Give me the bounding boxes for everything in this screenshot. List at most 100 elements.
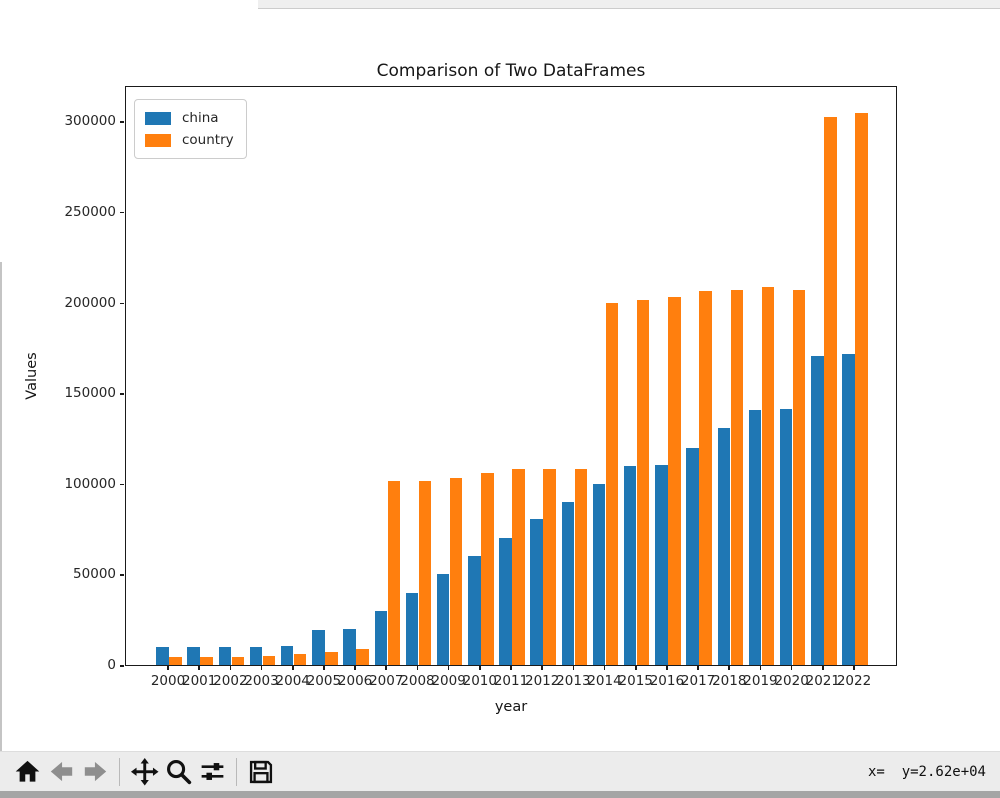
x-tick-mark [728, 666, 731, 670]
bar-country-2022 [855, 113, 868, 665]
y-tick-mark [120, 211, 124, 214]
y-tick-mark [120, 393, 124, 395]
bar-country-2016 [668, 296, 681, 665]
x-tick-mark [759, 666, 762, 670]
bottom-window-edge [0, 791, 1000, 798]
x-tick-label-2008: 2008 [400, 673, 435, 689]
bar-country-2007 [387, 481, 400, 665]
y-tick-label-100000: 100000 [64, 475, 116, 492]
x-tick-mark [822, 666, 824, 670]
x-tick-mark [198, 666, 200, 670]
x-tick-label-2016: 2016 [649, 673, 685, 689]
x-tick-mark [510, 666, 512, 670]
y-tick-mark [120, 483, 124, 486]
home-icon [15, 760, 39, 782]
back-button[interactable] [44, 755, 78, 789]
bar-china-2009 [436, 574, 450, 665]
y-tick-mark [120, 574, 124, 576]
x-tick-label-2020: 2020 [774, 673, 809, 689]
y-tick-mark [120, 665, 124, 667]
bar-country-2003 [262, 655, 276, 665]
bar-country-2000 [169, 657, 182, 665]
bar-country-2020 [792, 290, 806, 665]
navigation-toolbar: x= y=2.62e+04 [0, 751, 1000, 791]
chart-title: Comparison of Two DataFrames [376, 61, 646, 81]
x-tick-label-2001: 2001 [181, 673, 217, 689]
home-button[interactable] [10, 755, 44, 789]
cursor-position-readout: x= y=2.62e+04 [867, 763, 986, 780]
x-tick-label-2022: 2022 [836, 673, 872, 689]
plot-area[interactable]: china country [125, 86, 897, 666]
x-tick-label-2015: 2015 [618, 673, 653, 689]
x-tick-mark [541, 666, 543, 670]
bar-country-2017 [699, 290, 712, 665]
y-tick-label-300000: 300000 [64, 113, 116, 130]
legend: china country [134, 99, 247, 159]
bar-country-2015 [637, 300, 650, 665]
bar-china-2017 [686, 447, 699, 665]
configure-subplots-button[interactable] [195, 755, 229, 789]
bar-china-2022 [842, 353, 855, 665]
x-tick-label-2014: 2014 [587, 673, 622, 689]
save-icon [249, 760, 273, 783]
x-tick-label-2005: 2005 [306, 673, 342, 689]
bar-country-2004 [294, 653, 307, 665]
x-tick-label-2000: 2000 [150, 673, 186, 689]
bar-china-2003 [249, 646, 263, 665]
pan-icon [130, 757, 159, 786]
bar-country-2008 [418, 481, 432, 665]
bar-china-2005 [312, 630, 325, 665]
x-tick-mark [853, 666, 855, 670]
bar-china-2001 [187, 647, 200, 665]
bar-china-2011 [499, 538, 512, 665]
forward-icon [84, 761, 106, 782]
bar-country-2005 [325, 651, 338, 665]
bar-china-2008 [405, 592, 419, 665]
zoom-icon [166, 760, 191, 785]
x-tick-mark [634, 666, 637, 670]
x-tick-mark [572, 666, 575, 670]
x-tick-mark [260, 666, 263, 670]
x-tick-mark [323, 666, 325, 670]
save-button[interactable] [244, 755, 278, 789]
configure-subplots-icon [201, 763, 223, 780]
y-tick-label-50000: 50000 [73, 566, 116, 583]
x-tick-mark [479, 666, 481, 670]
bar-china-2007 [374, 610, 387, 665]
x-tick-label-2003: 2003 [244, 673, 279, 689]
bar-china-2014 [592, 483, 606, 665]
bar-china-2016 [655, 464, 668, 665]
y-tick-mark [120, 302, 124, 305]
legend-swatch-country [145, 133, 171, 147]
x-tick-label-2013: 2013 [556, 673, 591, 689]
forward-button[interactable] [78, 755, 112, 789]
x-tick-label-2018: 2018 [712, 673, 747, 689]
bar-china-2000 [156, 647, 169, 665]
x-tick-label-2010: 2010 [462, 673, 497, 689]
y-tick-label-200000: 200000 [64, 294, 116, 311]
bar-country-2014 [605, 302, 619, 665]
bar-country-2002 [231, 657, 245, 665]
bar-china-2021 [811, 355, 824, 665]
x-tick-label-2017: 2017 [680, 673, 716, 689]
toolbar-separator [119, 757, 120, 786]
x-tick-label-2006: 2006 [337, 673, 373, 689]
bar-country-2010 [481, 472, 494, 665]
x-tick-mark [790, 666, 793, 670]
pan-button[interactable] [127, 755, 161, 789]
toolbar-separator [236, 757, 237, 786]
back-icon [50, 761, 72, 782]
x-tick-label-2012: 2012 [524, 673, 560, 689]
x-tick-mark [603, 666, 606, 670]
y-tick-label-250000: 250000 [64, 203, 116, 220]
x-tick-label-2011: 2011 [493, 673, 529, 689]
zoom-button[interactable] [161, 755, 195, 789]
left-window-edge [0, 262, 2, 751]
bar-country-2019 [761, 286, 775, 665]
legend-swatch-china [145, 111, 171, 125]
bar-china-2012 [530, 519, 543, 665]
bar-china-2020 [779, 408, 793, 665]
top-window-edge [258, 0, 1000, 9]
bar-country-2006 [356, 648, 369, 665]
